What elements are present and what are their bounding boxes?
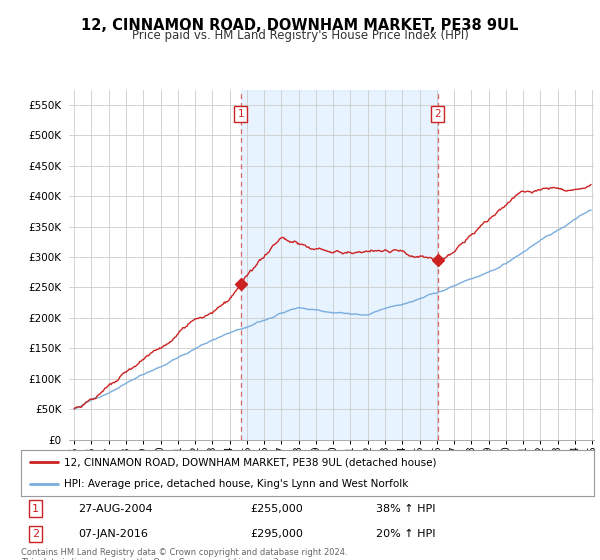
Bar [241, 90, 437, 440]
Text: 07-JAN-2016: 07-JAN-2016 [79, 529, 148, 539]
Text: £255,000: £255,000 [250, 503, 303, 514]
Text: 38% ↑ HPI: 38% ↑ HPI [376, 503, 436, 514]
Text: 12, CINNAMON ROAD, DOWNHAM MARKET, PE38 9UL: 12, CINNAMON ROAD, DOWNHAM MARKET, PE38 … [82, 18, 518, 33]
Text: 27-AUG-2004: 27-AUG-2004 [79, 503, 153, 514]
Text: 2: 2 [32, 529, 39, 539]
Text: 1: 1 [238, 109, 244, 119]
Text: 2: 2 [434, 109, 441, 119]
Text: 12, CINNAMON ROAD, DOWNHAM MARKET, PE38 9UL (detached house): 12, CINNAMON ROAD, DOWNHAM MARKET, PE38 … [64, 457, 436, 467]
Text: Contains HM Land Registry data © Crown copyright and database right 2024.
This d: Contains HM Land Registry data © Crown c… [21, 548, 347, 560]
Text: 20% ↑ HPI: 20% ↑ HPI [376, 529, 436, 539]
Text: 1: 1 [32, 503, 39, 514]
Text: Price paid vs. HM Land Registry's House Price Index (HPI): Price paid vs. HM Land Registry's House … [131, 29, 469, 42]
Text: £295,000: £295,000 [250, 529, 303, 539]
Text: HPI: Average price, detached house, King's Lynn and West Norfolk: HPI: Average price, detached house, King… [64, 479, 409, 489]
